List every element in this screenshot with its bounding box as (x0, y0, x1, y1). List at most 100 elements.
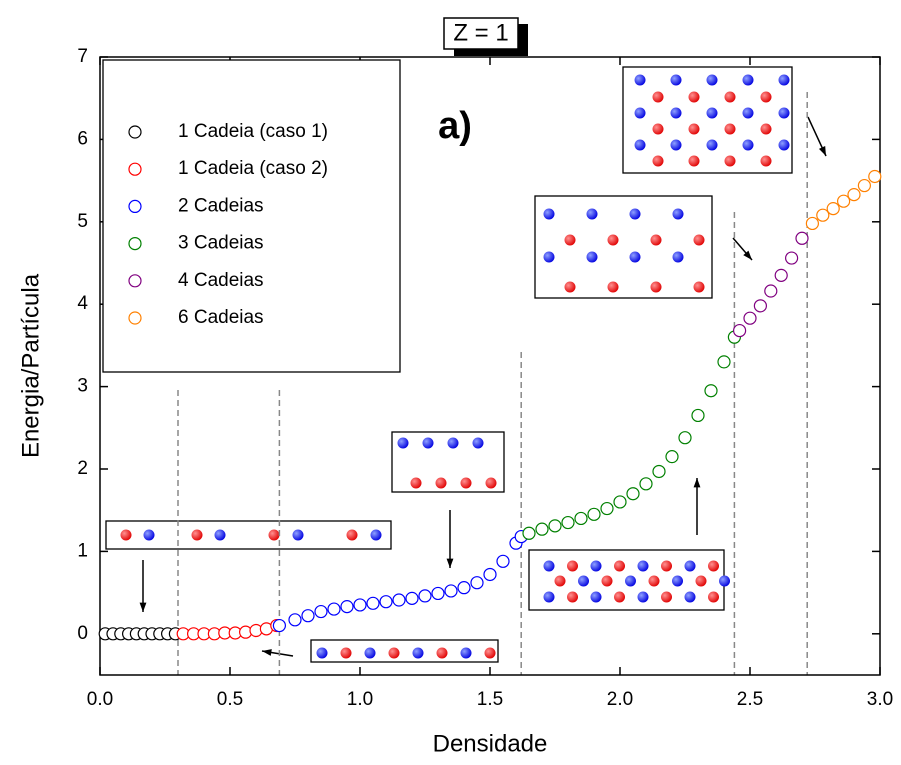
atom (719, 575, 730, 587)
atom (670, 74, 682, 86)
data-point (665, 450, 679, 464)
atom (652, 123, 664, 135)
panel-label: a) (438, 105, 472, 147)
y-tick-label: 4 (77, 293, 88, 314)
arrow-head (262, 649, 272, 656)
data-point (327, 602, 341, 616)
chart-title: Z = 1 (453, 19, 508, 46)
data-point (340, 600, 354, 614)
inset-box (534, 195, 713, 299)
atom (543, 560, 555, 572)
legend-label: 1 Cadeia (caso 1) (178, 121, 328, 142)
legend-label: 2 Cadeias (178, 195, 264, 216)
atom (554, 575, 566, 587)
atom (634, 74, 646, 86)
atom (688, 91, 700, 103)
y-tick-label: 0 (77, 623, 88, 644)
atom (435, 477, 447, 489)
data-point (652, 464, 666, 479)
arrow-head (743, 250, 752, 260)
x-tick-label: 0.5 (217, 689, 243, 710)
atom (661, 560, 672, 572)
atom (634, 107, 646, 119)
atom (706, 74, 718, 86)
x-tick-label: 0.0 (87, 689, 113, 710)
atom (543, 251, 555, 263)
atom (684, 591, 696, 603)
data-point (753, 299, 768, 313)
atom (706, 107, 718, 119)
y-tick-label: 6 (77, 128, 88, 149)
y-tick-label: 2 (77, 458, 88, 479)
data-point (457, 581, 471, 595)
data-point (405, 591, 419, 605)
legend-marker (128, 199, 142, 213)
atom (120, 529, 132, 541)
atom (364, 647, 376, 659)
atom (760, 155, 772, 167)
data-point (764, 284, 778, 298)
data-point (444, 584, 458, 598)
y-tick-label: 1 (77, 540, 88, 561)
atom (778, 74, 790, 86)
x-tick-label: 3.0 (867, 689, 893, 710)
atom (648, 575, 660, 587)
data-point (826, 202, 840, 216)
data-point (470, 576, 484, 590)
inset-box (622, 66, 793, 174)
data-point (678, 431, 692, 445)
atom (742, 139, 754, 151)
inset-box (310, 639, 499, 663)
atom (614, 591, 625, 603)
data-point (483, 567, 497, 582)
atom (292, 529, 304, 541)
atom (672, 208, 684, 220)
y-tick-label: 7 (77, 46, 88, 67)
atom (422, 437, 434, 449)
atom (484, 647, 496, 659)
atom (586, 208, 598, 220)
atom (760, 91, 772, 103)
atom (778, 139, 790, 151)
data-point (288, 613, 302, 627)
data-point (392, 593, 406, 607)
atom (650, 281, 662, 293)
atom (670, 107, 682, 119)
data-point (535, 522, 549, 536)
atom (191, 529, 203, 541)
atom (688, 123, 700, 135)
atom (567, 560, 578, 572)
atom (388, 647, 400, 659)
atom (629, 208, 641, 220)
atom (586, 251, 598, 263)
atom (742, 74, 754, 86)
data-point (574, 511, 588, 526)
atom (460, 647, 472, 659)
atom (460, 477, 472, 489)
data-point (522, 526, 536, 540)
data-point (272, 618, 286, 633)
atom (652, 91, 664, 103)
atom (688, 155, 700, 167)
atom (670, 139, 682, 151)
atom (607, 234, 619, 246)
atom (672, 575, 683, 587)
atom (760, 123, 772, 135)
legend-marker (128, 311, 142, 325)
atom (590, 560, 602, 572)
title-box (443, 17, 519, 50)
atom (778, 107, 790, 119)
legend-box (102, 59, 401, 373)
arrow-head (139, 602, 147, 612)
legend-marker (128, 274, 142, 288)
atom (708, 591, 719, 603)
atom (578, 575, 589, 587)
atom (708, 560, 719, 572)
atom (397, 437, 409, 449)
atom (672, 251, 684, 263)
x-tick-label: 1.5 (477, 689, 503, 710)
data-point (418, 589, 432, 603)
arrow-head (818, 146, 826, 156)
data-point (366, 596, 380, 610)
